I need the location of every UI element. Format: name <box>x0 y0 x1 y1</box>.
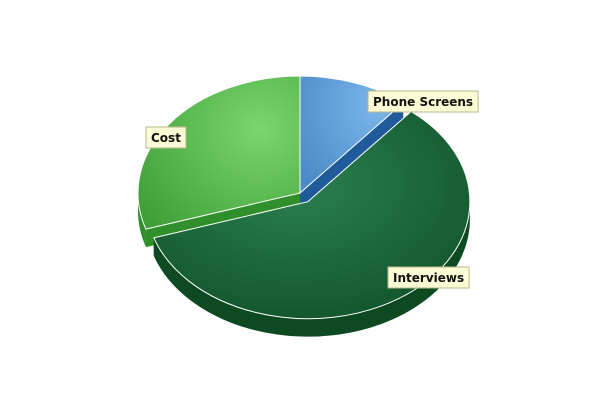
slice-label-phone-screens: Phone Screens <box>367 90 479 113</box>
slice-label-cost: Cost <box>145 126 187 149</box>
slice-side-interviews <box>153 201 470 337</box>
svg-text:Interviews: Interviews <box>393 271 464 285</box>
slice-labels-group: Phone Screens Interviews Cost <box>145 90 479 289</box>
slice-cost[interactable] <box>137 75 301 230</box>
slice-label-interviews: Interviews <box>387 266 470 289</box>
slice-wall-phone-screens <box>300 102 404 211</box>
svg-text:Phone Screens: Phone Screens <box>373 95 473 109</box>
svg-text:Cost: Cost <box>151 131 181 145</box>
